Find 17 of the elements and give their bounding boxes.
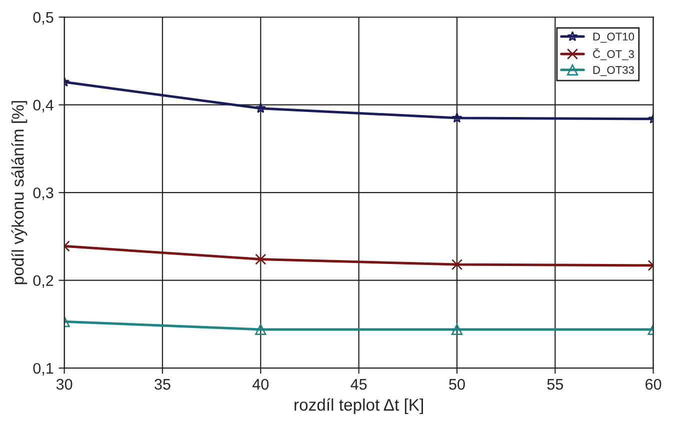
- x-tick-label: 30: [56, 378, 72, 390]
- y-tick-label: 0,1: [33, 362, 54, 376]
- x-tick-label: 55: [547, 379, 563, 390]
- x-tick-label: 50: [449, 378, 465, 390]
- legend-label: D_OT33: [593, 66, 634, 76]
- x-tick-label: 60: [646, 378, 662, 390]
- x-tick-label: 40: [252, 378, 269, 390]
- x-tick-label: 45: [350, 379, 367, 390]
- y-axis-title: podíl výkonu sáláním [%]: [11, 101, 28, 284]
- x-tick-label: 35: [154, 378, 170, 390]
- x-axis-title: rozdíl teplot Δt [K]: [294, 398, 423, 414]
- legend-label: Č_OT_3: [593, 48, 634, 60]
- legend-label: D_OT10: [593, 32, 634, 43]
- y-tick-label: 0,3: [33, 187, 54, 200]
- y-tick-label: 0,5: [33, 12, 54, 25]
- y-tick-label: 0,2: [33, 275, 54, 288]
- y-tick-label: 0,4: [33, 100, 54, 112]
